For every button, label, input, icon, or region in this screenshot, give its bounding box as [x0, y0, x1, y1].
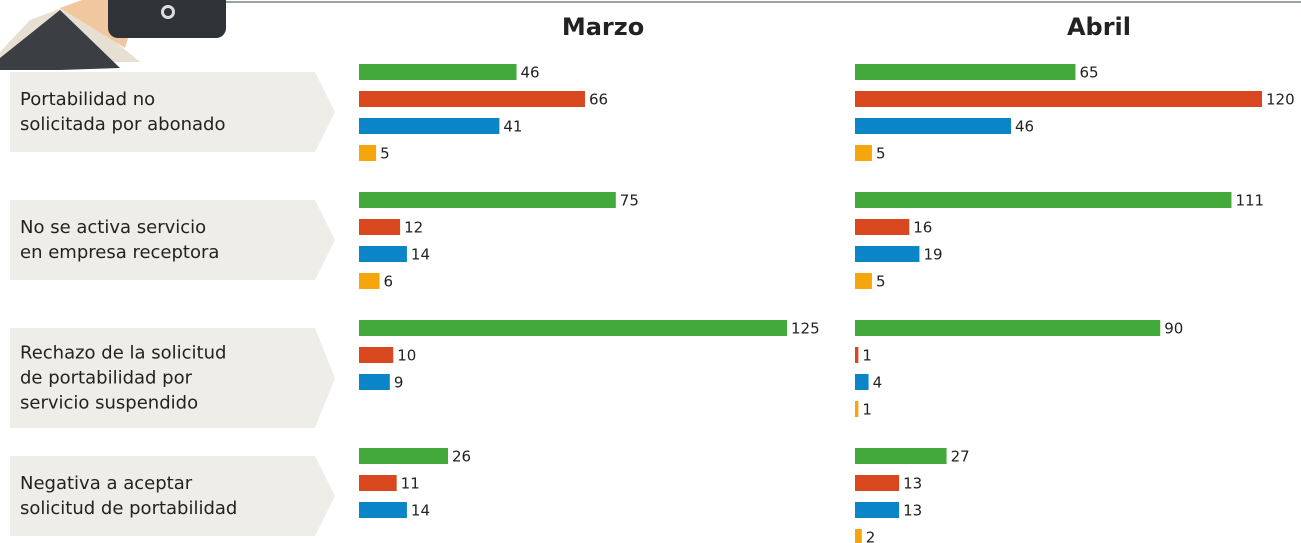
- category-label: No se activa servicio en empresa recepto…: [20, 217, 220, 263]
- bar: [359, 320, 787, 336]
- panel-title: Abril: [1067, 13, 1131, 41]
- value-label: 66: [589, 91, 608, 109]
- bar: [855, 273, 872, 289]
- value-label: 13: [903, 502, 922, 520]
- value-label: 90: [1164, 320, 1183, 338]
- bar: [855, 502, 900, 518]
- bar: [855, 374, 869, 390]
- category-label: Negativa a aceptar solicitud de portabil…: [20, 473, 238, 519]
- value-label: 120: [1266, 91, 1295, 109]
- value-label: 1: [862, 347, 872, 365]
- bar: [359, 347, 394, 363]
- bar: [855, 91, 1262, 107]
- value-label: 46: [521, 64, 540, 82]
- bar: [359, 273, 380, 289]
- value-label: 9: [394, 374, 404, 392]
- bar: [855, 192, 1232, 208]
- value-label: 5: [876, 273, 886, 291]
- bar: [855, 320, 1161, 336]
- bar: [359, 64, 517, 80]
- bar: [855, 529, 862, 543]
- bar: [359, 219, 401, 235]
- bar: [855, 64, 1076, 80]
- bar: [359, 145, 377, 161]
- value-label: 14: [411, 502, 430, 520]
- illustration: [0, 0, 226, 70]
- value-label: 12: [404, 219, 423, 237]
- label-banner: [10, 328, 335, 428]
- value-label: 26: [452, 448, 471, 466]
- value-label: 46: [1015, 118, 1034, 136]
- bar: [855, 347, 859, 363]
- bar: [855, 219, 910, 235]
- value-label: 13: [903, 475, 922, 493]
- category-label: Portabilidad no solicitada por abonado: [20, 89, 226, 135]
- value-label: 125: [791, 320, 820, 338]
- value-label: 10: [397, 347, 416, 365]
- bar: [359, 246, 407, 262]
- value-label: 1: [862, 401, 872, 419]
- value-label: 19: [923, 246, 942, 264]
- value-label: 11: [401, 475, 420, 493]
- value-label: 5: [380, 145, 390, 163]
- value-label: 2: [866, 529, 876, 543]
- bar: [359, 502, 407, 518]
- bar: [359, 118, 500, 134]
- label-banner: [10, 456, 335, 536]
- value-label: 4: [873, 374, 883, 392]
- bar: [855, 448, 947, 464]
- bar: [855, 401, 859, 417]
- bar: [359, 192, 616, 208]
- bar: [359, 475, 397, 491]
- value-label: 27: [951, 448, 970, 466]
- bar: [359, 91, 585, 107]
- value-label: 111: [1235, 192, 1264, 210]
- value-label: 65: [1079, 64, 1098, 82]
- value-label: 75: [620, 192, 639, 210]
- bar: [359, 448, 449, 464]
- bar: [855, 475, 900, 491]
- bar: [855, 145, 872, 161]
- bar: [855, 246, 920, 262]
- bar: [359, 374, 390, 390]
- value-label: 14: [411, 246, 430, 264]
- panel-title: Marzo: [562, 13, 644, 41]
- label-banner: [10, 200, 335, 280]
- value-label: 5: [876, 145, 886, 163]
- value-label: 6: [384, 273, 394, 291]
- value-label: 41: [503, 118, 522, 136]
- label-banner: [10, 72, 335, 152]
- bar: [855, 118, 1012, 134]
- value-label: 16: [913, 219, 932, 237]
- category-label: Rechazo de la solicitud de portabilidad …: [20, 342, 227, 414]
